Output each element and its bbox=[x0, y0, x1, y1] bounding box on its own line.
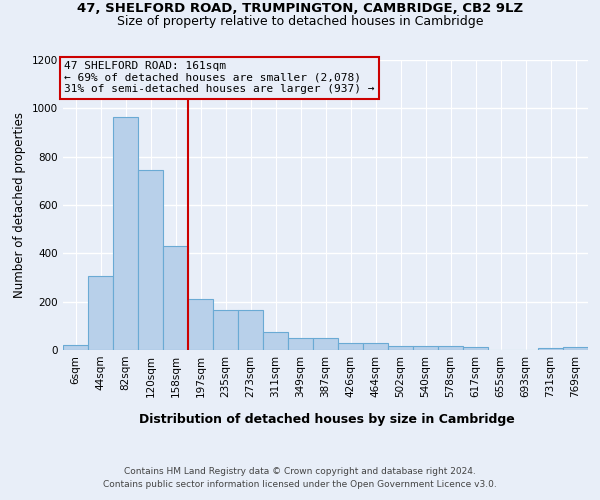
Text: Size of property relative to detached houses in Cambridge: Size of property relative to detached ho… bbox=[117, 15, 483, 28]
Text: 47 SHELFORD ROAD: 161sqm
← 69% of detached houses are smaller (2,078)
31% of sem: 47 SHELFORD ROAD: 161sqm ← 69% of detach… bbox=[64, 61, 375, 94]
Bar bbox=[238, 310, 263, 350]
Bar bbox=[163, 246, 188, 350]
Bar bbox=[313, 338, 338, 350]
Bar bbox=[413, 346, 438, 350]
Bar bbox=[563, 347, 588, 350]
Bar bbox=[188, 299, 213, 350]
Bar bbox=[263, 332, 288, 350]
Bar bbox=[288, 338, 313, 350]
Bar bbox=[538, 348, 563, 350]
Bar bbox=[113, 118, 138, 350]
Bar bbox=[138, 170, 163, 350]
Text: 47, SHELFORD ROAD, TRUMPINGTON, CAMBRIDGE, CB2 9LZ: 47, SHELFORD ROAD, TRUMPINGTON, CAMBRIDG… bbox=[77, 2, 523, 16]
Bar bbox=[338, 343, 363, 350]
Bar bbox=[463, 347, 488, 350]
Bar bbox=[363, 343, 388, 350]
Bar bbox=[388, 346, 413, 350]
Text: Distribution of detached houses by size in Cambridge: Distribution of detached houses by size … bbox=[139, 412, 515, 426]
Bar bbox=[88, 276, 113, 350]
Y-axis label: Number of detached properties: Number of detached properties bbox=[13, 112, 26, 298]
Bar bbox=[438, 346, 463, 350]
Bar bbox=[213, 310, 238, 350]
Bar bbox=[63, 344, 88, 350]
Text: Contains HM Land Registry data © Crown copyright and database right 2024.: Contains HM Land Registry data © Crown c… bbox=[124, 468, 476, 476]
Text: Contains public sector information licensed under the Open Government Licence v3: Contains public sector information licen… bbox=[103, 480, 497, 489]
